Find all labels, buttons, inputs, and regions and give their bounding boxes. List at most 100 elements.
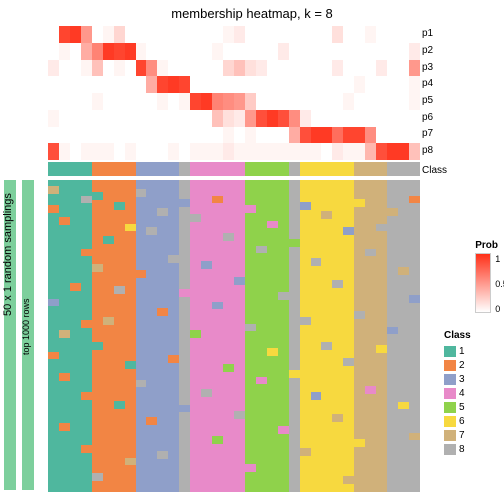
membership-cell	[157, 26, 168, 43]
membership-row	[48, 60, 420, 77]
class-cell	[157, 162, 168, 176]
legend-label: 4	[459, 388, 465, 399]
membership-cell	[168, 110, 179, 127]
membership-cell	[179, 143, 190, 160]
membership-cell	[114, 127, 125, 144]
membership-cell	[212, 76, 223, 93]
membership-cell	[332, 93, 343, 110]
sampling-annotation-label: 50 x 1 random samplings	[2, 296, 14, 316]
sampling-column	[103, 180, 114, 492]
membership-cell	[168, 127, 179, 144]
membership-cell	[59, 110, 70, 127]
membership-cell	[332, 143, 343, 160]
class-cell	[125, 162, 136, 176]
membership-cell	[92, 110, 103, 127]
membership-cell	[234, 143, 245, 160]
membership-cell	[201, 93, 212, 110]
membership-cell	[59, 26, 70, 43]
membership-cell	[354, 110, 365, 127]
membership-cell	[146, 76, 157, 93]
membership-cell	[332, 127, 343, 144]
membership-cell	[289, 127, 300, 144]
membership-cell	[398, 60, 409, 77]
membership-cell	[300, 110, 311, 127]
membership-cell	[136, 60, 147, 77]
membership-cell	[354, 76, 365, 93]
membership-cell	[125, 110, 136, 127]
membership-cell	[157, 127, 168, 144]
legend-swatch	[444, 346, 456, 357]
membership-cell	[278, 110, 289, 127]
class-cell	[103, 162, 114, 176]
membership-cell	[125, 143, 136, 160]
membership-cell	[92, 43, 103, 60]
sampling-column	[267, 180, 278, 492]
membership-cell	[267, 110, 278, 127]
sampling-column	[245, 180, 256, 492]
class-cell	[289, 162, 300, 176]
membership-cell	[179, 93, 190, 110]
legend-label: 2	[459, 360, 465, 371]
legend-swatch	[444, 416, 456, 427]
sampling-column	[332, 180, 343, 492]
legend-swatch	[444, 388, 456, 399]
membership-cell	[245, 26, 256, 43]
membership-cell	[81, 143, 92, 160]
membership-cell	[114, 43, 125, 60]
row-label: p3	[422, 59, 447, 76]
membership-cell	[179, 43, 190, 60]
membership-cell	[245, 143, 256, 160]
membership-cell	[201, 143, 212, 160]
membership-cell	[92, 26, 103, 43]
membership-cell	[234, 127, 245, 144]
membership-cell	[343, 110, 354, 127]
sampling-column	[387, 180, 398, 492]
membership-cell	[136, 143, 147, 160]
sampling-column	[168, 180, 179, 492]
sampling-column	[321, 180, 332, 492]
sampling-column	[365, 180, 376, 492]
membership-cell	[70, 143, 81, 160]
membership-row	[48, 76, 420, 93]
membership-cell	[146, 93, 157, 110]
row-label: p8	[422, 143, 447, 160]
membership-cell	[245, 110, 256, 127]
membership-cell	[409, 43, 420, 60]
class-cell	[343, 162, 354, 176]
membership-cell	[365, 60, 376, 77]
legend-item: 4	[444, 386, 498, 400]
legend-swatch	[444, 444, 456, 455]
membership-cell	[311, 76, 322, 93]
membership-cell	[92, 93, 103, 110]
legend-swatch	[444, 374, 456, 385]
membership-cell	[278, 143, 289, 160]
sampling-column	[343, 180, 354, 492]
membership-cell	[114, 60, 125, 77]
membership-cell	[190, 127, 201, 144]
membership-cell	[81, 60, 92, 77]
membership-cell	[157, 143, 168, 160]
membership-cell	[223, 143, 234, 160]
membership-cell	[179, 60, 190, 77]
sampling-column	[125, 180, 136, 492]
membership-cell	[365, 127, 376, 144]
membership-cell	[223, 93, 234, 110]
membership-cell	[168, 93, 179, 110]
class-cell	[92, 162, 103, 176]
membership-cell	[168, 76, 179, 93]
class-cell	[114, 162, 125, 176]
membership-cell	[311, 26, 322, 43]
membership-cell	[92, 127, 103, 144]
sampling-column	[289, 180, 300, 492]
membership-cell	[59, 76, 70, 93]
class-legend: Class 12345678	[444, 330, 498, 456]
membership-cell	[256, 110, 267, 127]
membership-cell	[168, 60, 179, 77]
class-cell	[332, 162, 343, 176]
sampling-column	[146, 180, 157, 492]
membership-cell	[409, 110, 420, 127]
sampling-column	[398, 180, 409, 492]
membership-cell	[48, 93, 59, 110]
membership-cell	[376, 60, 387, 77]
membership-cell	[157, 110, 168, 127]
